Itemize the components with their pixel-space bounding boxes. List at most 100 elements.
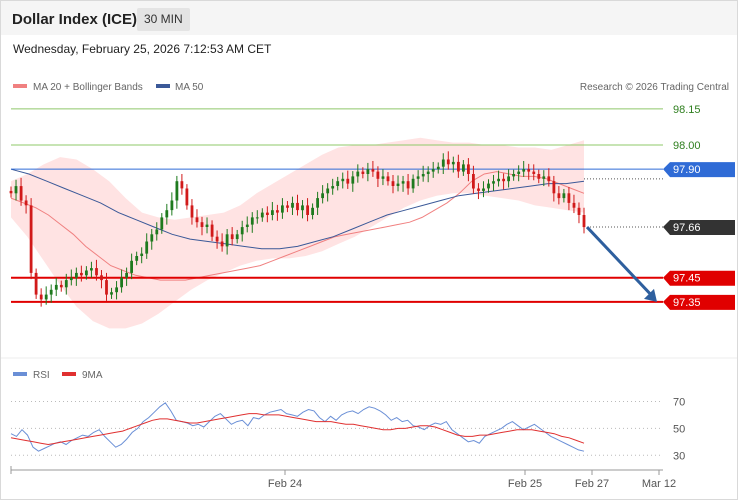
- candle-body: [54, 284, 58, 290]
- candle-body: [245, 224, 249, 227]
- candle-body: [457, 161, 460, 172]
- candle-body: [356, 171, 360, 177]
- support-price-tag: [663, 270, 735, 286]
- last-level-label: 97.66: [673, 222, 701, 234]
- candle-body: [512, 174, 515, 177]
- projection-arrow-shaft: [585, 226, 654, 297]
- bollinger-band: [11, 137, 584, 329]
- time-axis-label: Feb 27: [575, 478, 609, 490]
- time-axis-label: Feb 25: [508, 478, 542, 490]
- candle-body: [316, 198, 319, 208]
- candle-body: [281, 205, 284, 213]
- candle-body: [472, 174, 475, 189]
- candle-body: [175, 181, 179, 201]
- ma50-legend-swatch: [156, 84, 170, 88]
- candle-body: [502, 178, 505, 182]
- candle-body: [39, 294, 43, 300]
- candle-body: [376, 171, 380, 179]
- timeframe-badge[interactable]: 30 MIN: [137, 8, 190, 31]
- report-datetime: Wednesday, February 25, 2026 7:12:53 AM …: [13, 42, 272, 56]
- target-level-label: 98.00: [673, 140, 701, 152]
- title-bar: Dollar Index (ICE) 30 MIN: [1, 1, 737, 35]
- candle-body: [24, 200, 28, 206]
- candle-body: [95, 268, 98, 276]
- candle-body: [492, 181, 495, 184]
- rsi-ma-legend-label: 9MA: [82, 370, 103, 381]
- candle-body: [371, 169, 375, 172]
- candle-body: [366, 169, 370, 174]
- candle-body: [547, 176, 551, 182]
- candle-body: [391, 181, 395, 186]
- candle-body: [110, 292, 113, 295]
- candle-body: [180, 181, 184, 189]
- time-axis-label: Feb 24: [268, 478, 302, 490]
- candle-body: [240, 227, 244, 235]
- candle-body: [336, 181, 340, 186]
- candle-body: [386, 176, 390, 182]
- last-price-tag: [663, 220, 735, 236]
- candle-body: [487, 183, 490, 189]
- candle-body: [250, 217, 254, 225]
- candle-body: [120, 277, 123, 288]
- resistance-price-tag: [663, 162, 735, 178]
- candle-body: [527, 169, 531, 172]
- ma20-legend-label: MA 20 + Bollinger Bands: [33, 82, 143, 93]
- candle-body: [557, 193, 561, 199]
- candle-body: [467, 164, 470, 174]
- candle-body: [125, 272, 128, 278]
- candle-body: [306, 205, 309, 215]
- candle-body: [160, 217, 164, 230]
- candle-body: [482, 188, 485, 191]
- candle-body: [346, 178, 350, 184]
- candle-body: [552, 181, 556, 194]
- instrument-title: Dollar Index (ICE): [12, 11, 138, 28]
- rsi-line: [10, 402, 585, 452]
- candle-body: [140, 253, 144, 256]
- candle-body: [341, 178, 345, 182]
- candle-body: [49, 289, 53, 295]
- rsi-tick-label: 50: [673, 423, 685, 435]
- copyright-text: Research © 2026 Trading Central: [580, 82, 729, 93]
- candle-body: [582, 215, 586, 228]
- rsi-ma-line: [10, 413, 585, 446]
- candle-body: [64, 280, 68, 288]
- projection-arrow-head: [644, 288, 657, 302]
- candle-body: [19, 186, 23, 201]
- candle-body: [230, 234, 234, 240]
- candle-body: [105, 280, 108, 295]
- candle-body: [381, 176, 385, 179]
- candle-body: [165, 210, 169, 218]
- candle-body: [361, 171, 365, 174]
- rsi-legend-swatch: [13, 372, 27, 376]
- candle-body: [572, 202, 576, 208]
- candle-body: [210, 224, 214, 237]
- candle-body: [406, 181, 410, 189]
- candle-body: [462, 164, 465, 172]
- candle-body: [301, 205, 304, 211]
- candle-body: [185, 188, 189, 206]
- candle-body: [567, 193, 571, 203]
- candle-body: [296, 202, 299, 211]
- candle-body: [411, 178, 415, 189]
- rsi-ma-legend-swatch: [62, 372, 76, 376]
- candle-body: [451, 161, 455, 165]
- candle-body: [75, 272, 78, 278]
- candle-body: [14, 186, 18, 194]
- candle-body: [69, 277, 73, 281]
- candle-body: [170, 200, 174, 211]
- candle-body: [326, 188, 330, 194]
- candle-body: [255, 217, 259, 219]
- candle-body: [190, 205, 194, 218]
- candle-body: [396, 183, 400, 186]
- candle-body: [321, 193, 324, 199]
- candle-body: [215, 236, 219, 242]
- candle-body: [145, 241, 149, 254]
- candle-body: [532, 171, 536, 174]
- candle-body: [507, 176, 510, 182]
- rsi-tick-label: 70: [673, 396, 685, 408]
- candle-body: [34, 272, 38, 295]
- time-axis-label: Mar 12: [642, 478, 676, 490]
- candle-body: [225, 234, 229, 247]
- support-price-tag: [663, 294, 735, 310]
